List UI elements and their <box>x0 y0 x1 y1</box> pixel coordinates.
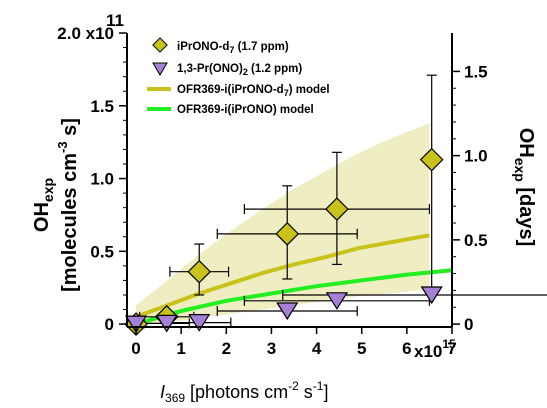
svg-text:OFR369-i(iPrONO-d7) model: OFR369-i(iPrONO-d7) model <box>177 84 330 98</box>
diamond-marker-5 <box>419 147 444 172</box>
model-line-3 <box>135 268 453 327</box>
x-tick-label-4: 4 <box>312 339 322 358</box>
legend-entry-pr-ono2: 1,3-Pr(ONO)2 (1.2 ppm) <box>152 62 302 77</box>
y-right-title: OHexp [days] <box>512 128 537 247</box>
y-right-tick-label-0: 0 <box>464 315 473 334</box>
svg-text:[molecules cm-3 s]: [molecules cm-3 s] <box>55 118 81 292</box>
x-tick-label-0: 0 <box>131 339 140 358</box>
legend-entry-model-d7: OFR369-i(iPrONO-d7) model <box>147 84 330 98</box>
triangle-marker-2 <box>188 314 211 332</box>
svg-text:OHexp [days]: OHexp [days] <box>512 128 537 247</box>
x-tick-label-7: 7 <box>447 339 456 358</box>
axes <box>119 32 460 334</box>
triangle-marker-4 <box>325 292 348 310</box>
y-left-tick-label-3: 1.5 <box>90 97 114 116</box>
x-tick-labels: 0 1 2 3 4 5 6 7 <box>131 339 456 358</box>
model-uncertainty-band <box>136 123 430 325</box>
model-band-2 <box>136 123 430 325</box>
svg-text:OHexp: OHexp <box>31 178 56 232</box>
legend: iPrONO-d7 (1.7 ppm) 1,3-Pr(ONO)2 (1.2 pp… <box>147 37 330 116</box>
y-right-tick-label-2: 1.0 <box>464 147 488 166</box>
legend-entry-model-iprono: OFR369-i(iPrONO) model <box>147 104 314 116</box>
y-left-tick-label-1: 0.5 <box>90 242 114 261</box>
x-tick-label-1: 1 <box>176 339 185 358</box>
diamond-marker-4 <box>325 197 349 221</box>
triangle-marker-0 <box>124 315 148 334</box>
svg-text:iPrONO-d7 (1.7 ppm): iPrONO-d7 (1.7 ppm) <box>177 41 289 55</box>
x-axis-title: I369 [photons cm-2 s-1] <box>160 379 328 405</box>
y-left-title: OHexp [molecules cm-3 s] <box>31 118 81 292</box>
y-right-tick-label-3: 1.5 <box>464 62 488 81</box>
x-axis-multiplier: x1015 <box>414 337 456 361</box>
x-tick-label-2: 2 <box>222 339 231 358</box>
diamond-marker-2 <box>187 259 212 284</box>
y-left-top-exponent: 11 <box>106 11 124 30</box>
y-left-tick-label-0: 0 <box>105 315 114 334</box>
x-tick-label-5: 5 <box>357 339 366 358</box>
x-tick-label-3: 3 <box>267 339 276 358</box>
data-markers <box>124 147 444 336</box>
svg-text:OFR369-i(iPrONO) model: OFR369-i(iPrONO) model <box>177 104 314 116</box>
triangle-marker-5 <box>420 286 443 305</box>
y-left-tick-label-4: 2.0 x10 <box>57 24 114 43</box>
y-left-tick-labels: 0 0.5 1.0 1.5 2.0 x10 <box>57 24 114 334</box>
svg-text:1,3-Pr(ONO)2 (1.2 ppm): 1,3-Pr(ONO)2 (1.2 ppm) <box>177 63 302 77</box>
y-left-tick-label-2: 1.0 <box>90 170 114 189</box>
legend-entry-iprono-d7: iPrONO-d7 (1.7 ppm) <box>152 37 289 55</box>
triangle-marker-1 <box>155 314 178 333</box>
y-right-tick-label-1: 0.5 <box>464 231 488 250</box>
x-tick-label-6: 6 <box>402 339 411 358</box>
y-right-tick-labels: 0 0.5 1.0 1.5 <box>464 62 488 334</box>
legend-marker-diamond <box>152 37 168 53</box>
diamond-marker-3 <box>275 222 300 246</box>
triangle-marker-3 <box>276 302 299 321</box>
model-line-2 <box>135 233 430 319</box>
legend-marker-triangle <box>152 62 168 76</box>
model-lines <box>135 233 453 327</box>
